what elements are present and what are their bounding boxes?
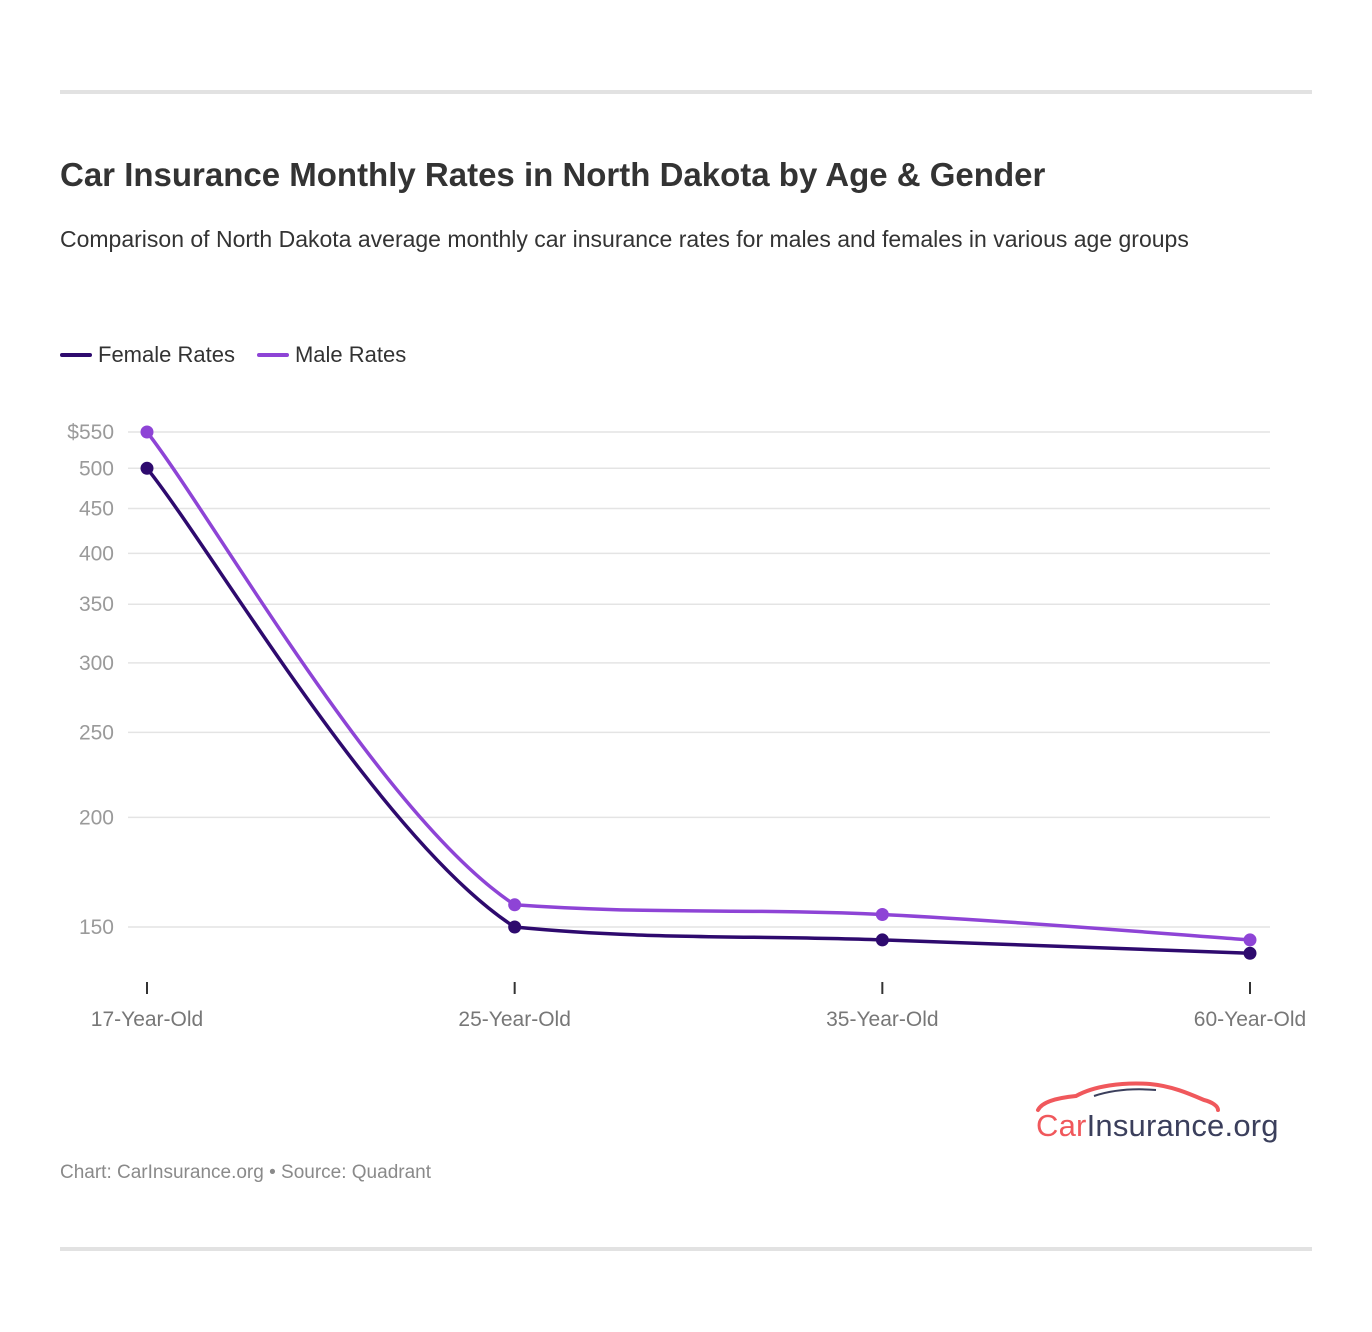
legend-label-male: Male Rates [294, 342, 407, 367]
y-tick-label: 300 [79, 652, 114, 675]
data-point-female-rates [875, 933, 889, 947]
legend-swatch-male [256, 353, 289, 357]
logo-wordmark: CarInsurance.org [1036, 1108, 1279, 1144]
legend-label-female: Female Rates [98, 342, 235, 367]
data-point-male-rates [140, 425, 154, 439]
logo-text-insurance: Insurance.org [1086, 1108, 1279, 1143]
x-tick-label: 25-Year-Old [458, 1008, 570, 1031]
data-point-female-rates [140, 461, 154, 475]
line-chart: 150 200 250 300 350 400 450 500 $550 17-Year-Old 2… [67, 421, 1306, 1031]
series-line-male-rates [145, 430, 1252, 942]
data-point-female-rates [1243, 946, 1257, 960]
x-tick-label: 35-Year-Old [826, 1008, 938, 1031]
series-line-female-rates [145, 466, 1252, 956]
data-point-male-rates [508, 898, 522, 912]
top-divider [60, 90, 1312, 94]
car-outline-icon [1036, 1081, 1220, 1112]
carinsurance-logo: CarInsurance.org [1032, 1080, 1282, 1150]
legend-swatch-female [60, 353, 92, 357]
legend-item-female[interactable]: Female Rates [60, 342, 235, 368]
data-point-male-rates [1243, 933, 1257, 947]
y-tick-label: 200 [79, 806, 114, 829]
y-tick-label: 250 [79, 721, 114, 744]
logo-text-car: Car [1036, 1108, 1087, 1143]
y-tick-label: 400 [79, 542, 114, 565]
chart-legend: Female Rates Male Rates [60, 342, 428, 368]
y-tick-label: 150 [79, 916, 114, 939]
y-tick-label: $550 [67, 421, 114, 444]
y-tick-label: 350 [79, 593, 114, 616]
data-point-female-rates [508, 920, 522, 934]
y-tick-label: 450 [79, 497, 114, 520]
bottom-divider [60, 1247, 1312, 1251]
x-tick-label: 17-Year-Old [91, 1008, 203, 1031]
y-tick-label: 500 [79, 457, 114, 480]
chart-source-footer: Chart: CarInsurance.org • Source: Quadra… [60, 1162, 432, 1183]
chart-title: Car Insurance Monthly Rates in North Dak… [60, 156, 1046, 193]
data-point-male-rates [875, 908, 889, 922]
legend-item-male[interactable]: Male Rates [256, 342, 407, 368]
x-tick-label: 60-Year-Old [1194, 1008, 1306, 1031]
chart-subtitle: Comparison of North Dakota average month… [60, 226, 1189, 252]
